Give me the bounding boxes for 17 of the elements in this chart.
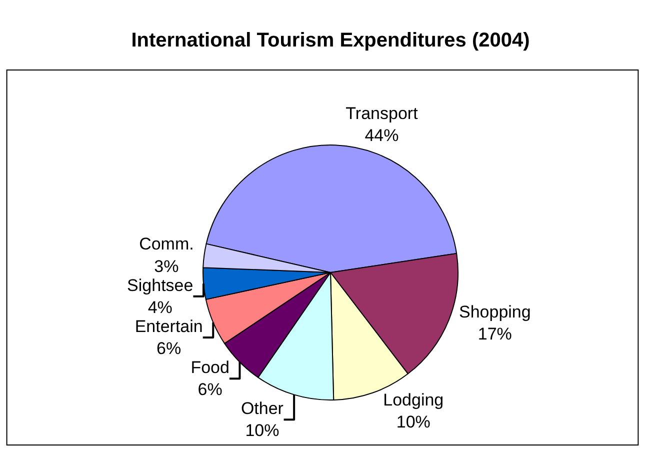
data-label: 10% bbox=[396, 412, 430, 432]
slice-label: Other bbox=[240, 399, 284, 418]
data-label: 17% bbox=[478, 324, 512, 344]
data-label: 6% bbox=[156, 339, 182, 358]
slice-label: Shopping bbox=[458, 302, 531, 322]
data-label: 4% bbox=[148, 298, 172, 317]
slice-label: Comm. bbox=[139, 234, 194, 254]
slice-label: Entertain bbox=[134, 316, 203, 336]
slice-label: Sightsee bbox=[127, 276, 194, 295]
slice-label: Transport bbox=[346, 104, 418, 124]
chart-title: International Tourism Expenditures (2004) bbox=[131, 30, 530, 52]
data-label: 44% bbox=[364, 126, 399, 146]
data-label: 10% bbox=[245, 421, 280, 440]
slice-label: Lodging bbox=[383, 390, 444, 410]
slice-label: Food bbox=[190, 358, 230, 378]
data-label: 6% bbox=[198, 380, 222, 400]
data-label: 3% bbox=[154, 256, 179, 276]
